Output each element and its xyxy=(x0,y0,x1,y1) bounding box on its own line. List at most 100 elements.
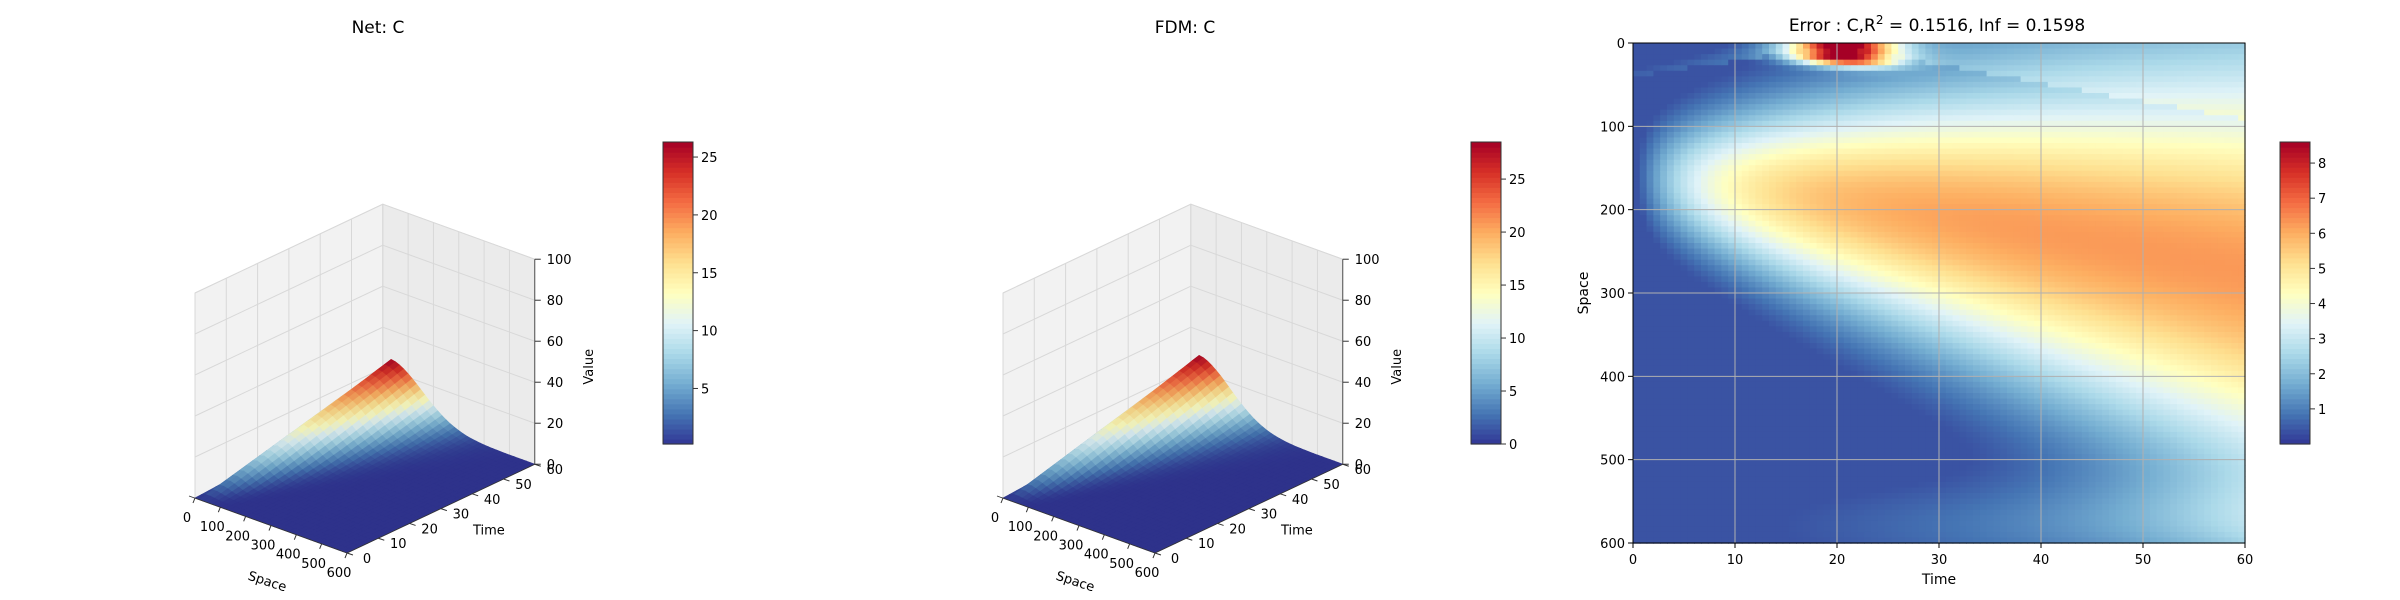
heatmap-cell xyxy=(1660,76,1668,83)
heatmap-cell xyxy=(1714,148,1723,155)
heatmap-cell xyxy=(1660,326,1668,333)
heatmap-cell xyxy=(1639,437,1648,444)
heatmap-cell xyxy=(1748,448,1757,455)
heatmap-cell xyxy=(1633,181,1641,189)
heatmap-cell xyxy=(1653,398,1661,405)
heatmap-cell xyxy=(1673,165,1682,172)
heatmap-cell xyxy=(1803,359,1811,366)
heatmap-cell xyxy=(1707,76,1716,83)
heatmap-cell xyxy=(1796,415,1804,422)
heatmap-cell xyxy=(1653,65,1661,72)
heatmap-cell xyxy=(1762,448,1770,455)
heatmap-cell xyxy=(1646,109,1655,116)
heatmap-cell xyxy=(1775,243,1784,250)
heatmap-cell xyxy=(1667,276,1675,283)
colorbar-segment xyxy=(663,202,693,209)
heatmap-cell xyxy=(1748,159,1757,166)
heatmap-cell xyxy=(1653,365,1661,372)
heatmap-cell xyxy=(1823,148,1831,155)
heatmap-cell xyxy=(1694,81,1702,89)
colorbar-tick-label: 0 xyxy=(1509,438,1517,453)
heatmap-cell xyxy=(1769,165,1777,172)
heatmap-cell xyxy=(1775,254,1784,261)
heatmap-cell xyxy=(1823,76,1831,83)
x-tick-label: 100 xyxy=(1008,520,1033,535)
heatmap-cell xyxy=(1762,393,1770,400)
heatmap-cell xyxy=(1639,59,1648,66)
heatmap-cell xyxy=(1714,320,1723,328)
heatmap-cell xyxy=(1769,115,1777,122)
heatmap-cell xyxy=(1796,515,1804,522)
heatmap-cell xyxy=(1755,331,1763,339)
heatmap-cell xyxy=(1667,487,1675,494)
heatmap-cell xyxy=(1816,381,1825,389)
heatmap-cell xyxy=(1701,487,1709,494)
heatmap-cell xyxy=(1762,165,1770,172)
heatmap-cell xyxy=(1789,409,1797,416)
heatmap-cell xyxy=(1646,270,1655,278)
heatmap-cell xyxy=(1646,387,1655,394)
heatmap-cell xyxy=(1714,65,1723,72)
heatmap-cell xyxy=(1660,48,1668,55)
heatmap-cell xyxy=(1762,70,1770,78)
heatmap-cell xyxy=(1660,426,1668,433)
heatmap-cell xyxy=(1701,148,1709,155)
heatmap-cell xyxy=(1667,65,1675,72)
heatmap-cell xyxy=(1769,148,1777,155)
heatmap-cell xyxy=(1714,515,1723,522)
heatmap-cell xyxy=(1639,448,1648,455)
heatmap-cell xyxy=(1816,259,1825,266)
heatmap-cell xyxy=(1789,98,1797,105)
heatmap-cell xyxy=(1762,81,1770,89)
heatmap-cell xyxy=(1803,226,1811,233)
heatmap-cell xyxy=(1687,493,1695,500)
x-tick-label: 200 xyxy=(225,529,250,544)
heatmap-cell xyxy=(1714,398,1723,405)
heatmap-cell xyxy=(1809,487,1818,494)
colorbar-segment xyxy=(1471,388,1501,395)
heatmap-cell xyxy=(1809,465,1818,472)
heatmap-cell xyxy=(1769,70,1777,78)
heatmap-cell xyxy=(1755,376,1763,383)
heatmap-cell xyxy=(1687,81,1695,89)
heatmap-cell xyxy=(1755,198,1763,205)
heatmap-cell xyxy=(1701,159,1709,166)
heatmap-cell xyxy=(1694,154,1702,161)
heatmap-cell xyxy=(1762,170,1770,178)
heatmap-cell xyxy=(1660,98,1668,105)
heatmap-cell xyxy=(1775,43,1784,50)
heatmap-cell xyxy=(1721,359,1729,366)
heatmap-cell xyxy=(1741,237,1750,244)
x-tick xyxy=(1051,516,1055,522)
heatmap-cell xyxy=(1803,443,1811,450)
heatmap-cell xyxy=(1769,137,1777,144)
heatmap-cell xyxy=(1741,520,1750,528)
heatmap-cell xyxy=(1646,220,1655,228)
heatmap-cell xyxy=(1667,93,1675,100)
colorbar-segment xyxy=(663,287,693,294)
heatmap-cell xyxy=(1809,248,1818,255)
heatmap-cell xyxy=(1694,398,1702,405)
heatmap-cell xyxy=(1789,281,1797,289)
heatmap-cell xyxy=(1775,381,1784,389)
heatmap-cell xyxy=(1823,54,1831,61)
heatmap-cell xyxy=(1646,343,1655,350)
heatmap-cell xyxy=(1735,326,1743,333)
heatmap-cell xyxy=(1782,437,1791,444)
heatmap-cell xyxy=(1789,309,1797,316)
heatmap-cell xyxy=(1680,154,1689,161)
heatmap-cell xyxy=(1633,215,1641,222)
heatmap-cell xyxy=(1687,70,1695,78)
heatmap-cell xyxy=(1707,431,1716,439)
heatmap-cell xyxy=(1735,465,1743,472)
heatmap-cell xyxy=(1646,393,1655,400)
heatmap-cell xyxy=(1707,281,1716,289)
colorbar-segment xyxy=(663,408,693,415)
heatmap-cell xyxy=(1735,448,1743,455)
heatmap-cell xyxy=(1755,365,1763,372)
heatmap-cell xyxy=(1646,293,1655,300)
heatmap-cell xyxy=(1816,465,1825,472)
heatmap-cell xyxy=(1762,237,1770,244)
heatmap-cell xyxy=(1680,337,1689,344)
heatmap-cell xyxy=(1680,359,1689,366)
